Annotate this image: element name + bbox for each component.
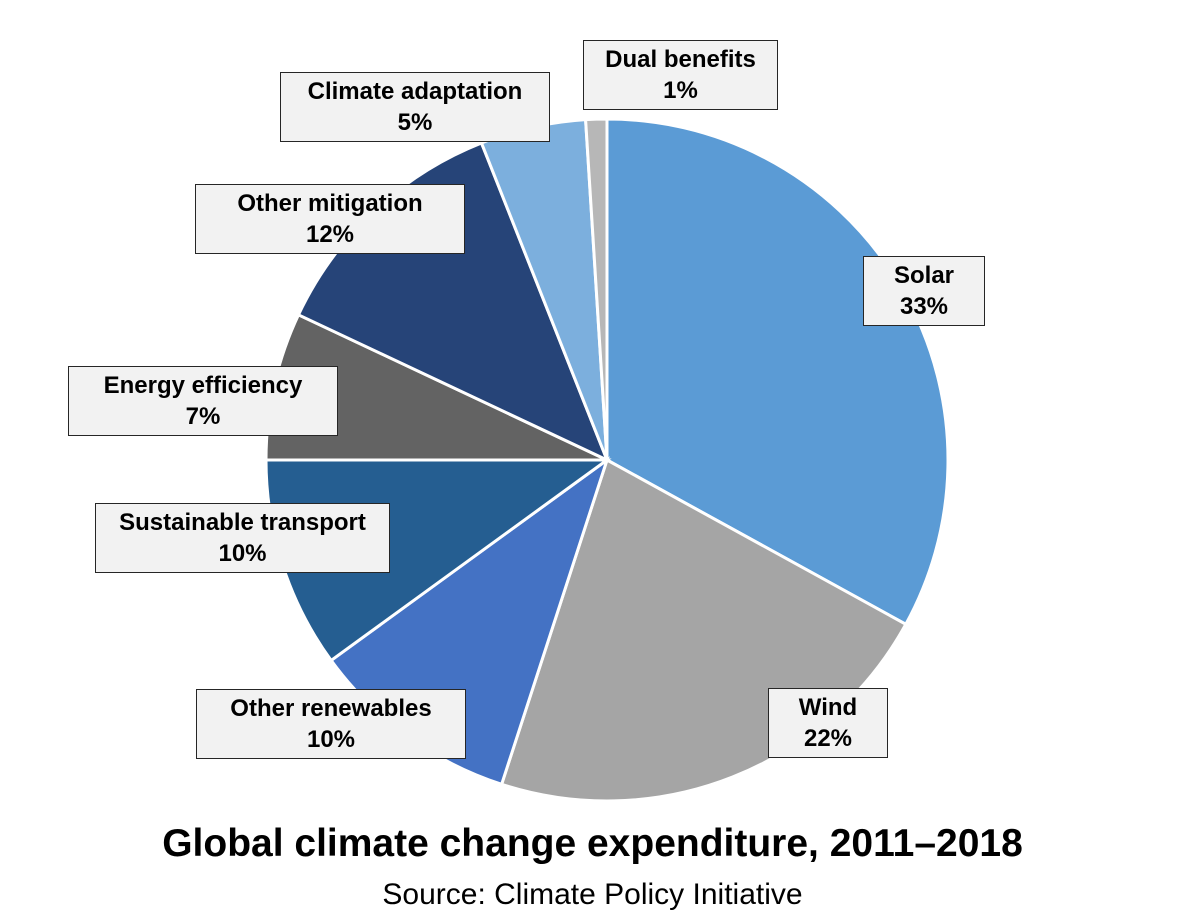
slice-label: Sustainable transport [119, 509, 366, 536]
chart-title: Global climate change expenditure, 2011–… [162, 822, 1023, 865]
data-label-solar: Solar 33% [863, 256, 985, 326]
slice-value: 10% [218, 540, 267, 567]
data-label-climate-adaptation: Climate adaptation 5% [280, 72, 550, 142]
slice-value: 10% [306, 726, 356, 753]
data-label-dual-benefits: Dual benefits 1% [583, 40, 778, 110]
data-label-energy-efficiency: Energy efficiency 7% [68, 366, 338, 436]
slice-label: Dual benefits [605, 46, 756, 73]
slice-label: Other mitigation [237, 190, 423, 217]
data-label-wind: Wind 22% [768, 688, 888, 758]
slice-value: 22% [803, 725, 853, 752]
slice-value: 33% [899, 293, 949, 320]
data-label-other-mitigation: Other mitigation 12% [195, 184, 465, 254]
slice-value: 1% [663, 77, 698, 104]
pie-slice-dual-benefits [583, 117, 609, 461]
slice-value: 7% [185, 403, 221, 430]
slice-label: Climate adaptation [307, 78, 523, 105]
chart-source: Source: Climate Policy Initiative [382, 878, 803, 911]
slice-label: Other renewables [230, 695, 432, 722]
slice-label: Energy efficiency [103, 372, 303, 399]
data-label-other-renewables: Other renewables 10% [196, 689, 466, 759]
slice-value: 5% [397, 109, 433, 136]
data-label-sustainable-transport: Sustainable transport 10% [95, 503, 390, 573]
slice-label: Solar [893, 262, 955, 289]
slice-label: Wind [798, 694, 858, 721]
slice-value: 12% [305, 221, 355, 248]
